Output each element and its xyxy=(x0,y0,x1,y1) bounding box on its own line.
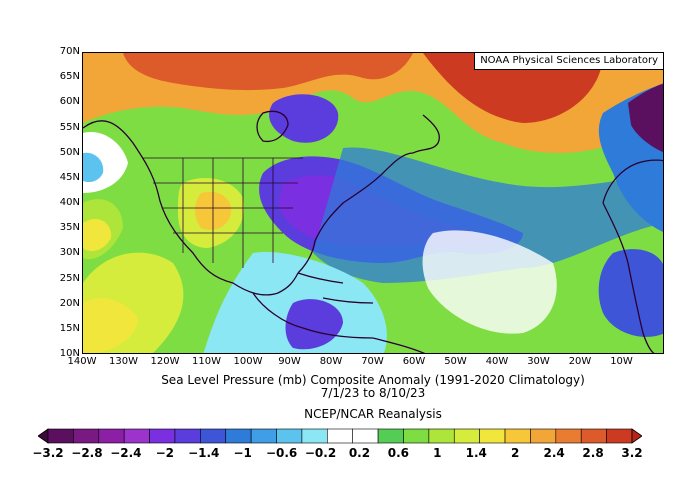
anomaly-area-pacific-south-core xyxy=(83,298,138,353)
anomaly-area-greenland-high xyxy=(423,53,603,123)
lat-label: 40N xyxy=(59,197,80,208)
colorbar-swatch xyxy=(250,428,277,444)
colorbar-swatch xyxy=(301,428,328,444)
credit-label: NOAA Physical Sciences Laboratory xyxy=(474,53,663,70)
colorbar-swatch xyxy=(123,428,150,444)
lon-label: 110W xyxy=(192,356,221,367)
state-borders xyxy=(143,157,303,268)
colorbar-tick-label: 3.2 xyxy=(621,446,643,460)
anomaly-area-hudson-low xyxy=(269,94,339,143)
anomaly-area-mid-atlantic-neutral xyxy=(422,230,557,334)
anomaly-area-africa-low xyxy=(598,249,663,337)
lon-label: 50W xyxy=(444,356,467,367)
colorbar-swatch xyxy=(174,428,201,444)
lon-label: 130W xyxy=(109,356,138,367)
colorbar-tick-label: −0.6 xyxy=(265,446,298,460)
anomaly-area-east-atlantic-core xyxy=(628,83,663,153)
map-title: Sea Level Pressure (mb) Composite Anomal… xyxy=(161,373,585,387)
colorbar-tick-label: 1 xyxy=(433,446,442,460)
anomaly-map xyxy=(83,53,663,353)
colorbar-tick-label: −1.4 xyxy=(188,446,220,460)
lon-label: 60W xyxy=(402,356,426,367)
lat-label: 15N xyxy=(59,322,80,334)
colorbar-tick-label: 1.4 xyxy=(465,446,487,460)
colorbar-swatch xyxy=(580,428,607,444)
colorbar-tick-label: −2.8 xyxy=(71,446,103,460)
colorbar-swatch xyxy=(479,428,506,444)
colorbar-tick-label: 2 xyxy=(511,446,520,460)
colorbar-swatch xyxy=(504,428,531,444)
coastlines xyxy=(83,110,663,353)
colorbar-tick-label: 2.8 xyxy=(582,446,604,460)
colorbar-swatch xyxy=(98,428,125,444)
lat-label: 10N xyxy=(59,348,80,359)
lon-label: 30W xyxy=(527,356,550,367)
colorbar-swatch xyxy=(606,428,633,444)
colorbar-swatch xyxy=(453,428,480,444)
colorbar-swatch xyxy=(530,428,557,444)
map-source: NCEP/NCAR Reanalysis xyxy=(304,407,442,421)
lon-label: 10W xyxy=(610,356,633,367)
lat-label: 25N xyxy=(59,272,80,284)
anomaly-area-atlantic-band xyxy=(313,147,663,283)
lat-label: 55N xyxy=(59,121,80,133)
colorbar-tick-label: −1 xyxy=(233,446,252,460)
anomaly-area-pacific-west-core xyxy=(83,218,112,251)
colorbar-swatch xyxy=(352,428,379,444)
colorbar-swatch xyxy=(47,428,74,444)
lon-label: 140W xyxy=(67,356,97,367)
lon-label: 120W xyxy=(150,356,180,367)
colorbar-swatch xyxy=(73,428,100,444)
anomaly-area-caribbean-low xyxy=(285,299,343,350)
colorbar-left-arrow xyxy=(38,428,49,444)
colorbar-swatch xyxy=(377,428,404,444)
lon-label: 20W xyxy=(568,356,592,367)
colorbar-tick-label: −2 xyxy=(155,446,174,460)
colorbar-tick-label: −2.4 xyxy=(110,446,142,460)
colorbar-tick-label: −3.2 xyxy=(32,446,64,460)
colorbar-tick-label: −0.2 xyxy=(304,446,337,460)
lon-label: 70W xyxy=(361,356,384,367)
lon-label: 40W xyxy=(485,356,509,367)
lat-label: 50N xyxy=(59,146,80,158)
map-date-range: 7/1/23 to 8/10/23 xyxy=(320,386,426,400)
colorbar-swatch xyxy=(327,428,353,444)
colorbar-right-arrow xyxy=(631,428,642,444)
lat-label: 60N xyxy=(59,96,80,108)
colorbar-swatch xyxy=(149,428,176,444)
lon-label: 80W xyxy=(319,356,343,367)
lat-label: 65N xyxy=(59,71,80,83)
lat-label: 35N xyxy=(59,222,80,234)
colorbar-swatch xyxy=(403,428,430,444)
colorbar-tick-label: 2.4 xyxy=(543,446,565,460)
colorbar-swatch xyxy=(225,428,252,444)
lat-label: 20N xyxy=(59,297,80,309)
anomaly-area-north-high-core xyxy=(123,53,413,91)
lat-label: 70N xyxy=(59,46,80,57)
lon-label: 90W xyxy=(278,356,301,367)
colorbar-swatch xyxy=(555,428,582,444)
colorbar-swatch xyxy=(276,428,303,444)
colorbar-tick-label: 0.6 xyxy=(387,446,410,460)
colorbar xyxy=(38,428,642,444)
colorbar-swatch xyxy=(200,428,227,444)
colorbar-swatch xyxy=(428,428,455,444)
lon-label: 100W xyxy=(233,356,263,367)
anomaly-area-pacific-nw-core xyxy=(83,152,104,183)
lat-label: 30N xyxy=(59,247,80,259)
map-panel: NOAA Physical Sciences Laboratory xyxy=(82,52,664,354)
colorbar-tick-label: 0.2 xyxy=(348,446,371,460)
lat-label: 45N xyxy=(59,171,80,183)
